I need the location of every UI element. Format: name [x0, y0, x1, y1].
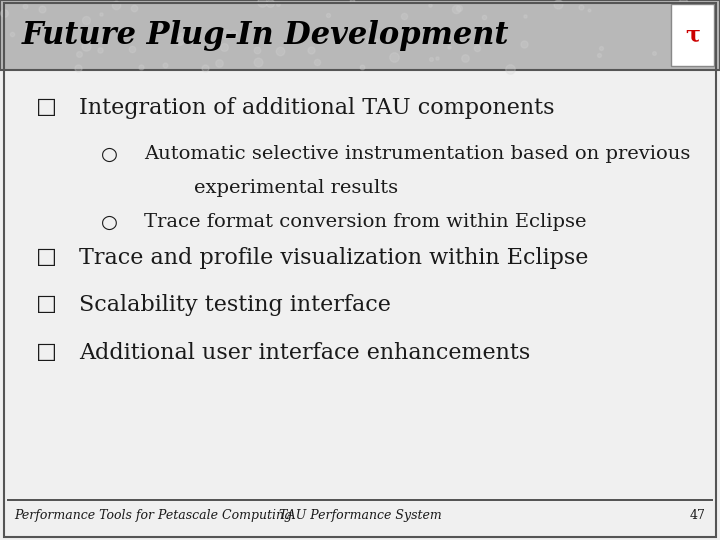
Text: TAU Performance System: TAU Performance System [279, 509, 441, 522]
FancyBboxPatch shape [671, 4, 714, 66]
Text: Integration of additional TAU components: Integration of additional TAU components [79, 97, 554, 119]
Text: □: □ [36, 247, 57, 267]
Text: Trace format conversion from within Eclipse: Trace format conversion from within Ecli… [144, 213, 587, 231]
Text: □: □ [36, 342, 57, 362]
Text: Automatic selective instrumentation based on previous: Automatic selective instrumentation base… [144, 145, 690, 163]
Text: □: □ [36, 294, 57, 314]
Text: Trace and profile visualization within Eclipse: Trace and profile visualization within E… [79, 247, 588, 269]
Bar [7, 499, 713, 501]
Text: τ: τ [685, 24, 700, 46]
Text: ○: ○ [101, 213, 118, 232]
Text: experimental results: experimental results [144, 179, 398, 197]
Text: Additional user interface enhancements: Additional user interface enhancements [79, 342, 531, 364]
Text: □: □ [36, 97, 57, 117]
Text: Future Plug-In Development: Future Plug-In Development [22, 19, 509, 51]
Text: Performance Tools for Petascale Computing: Performance Tools for Petascale Computin… [14, 509, 292, 522]
FancyBboxPatch shape [0, 0, 720, 70]
Text: ○: ○ [101, 145, 118, 164]
Text: 47: 47 [690, 509, 706, 522]
Text: Scalability testing interface: Scalability testing interface [79, 294, 391, 316]
